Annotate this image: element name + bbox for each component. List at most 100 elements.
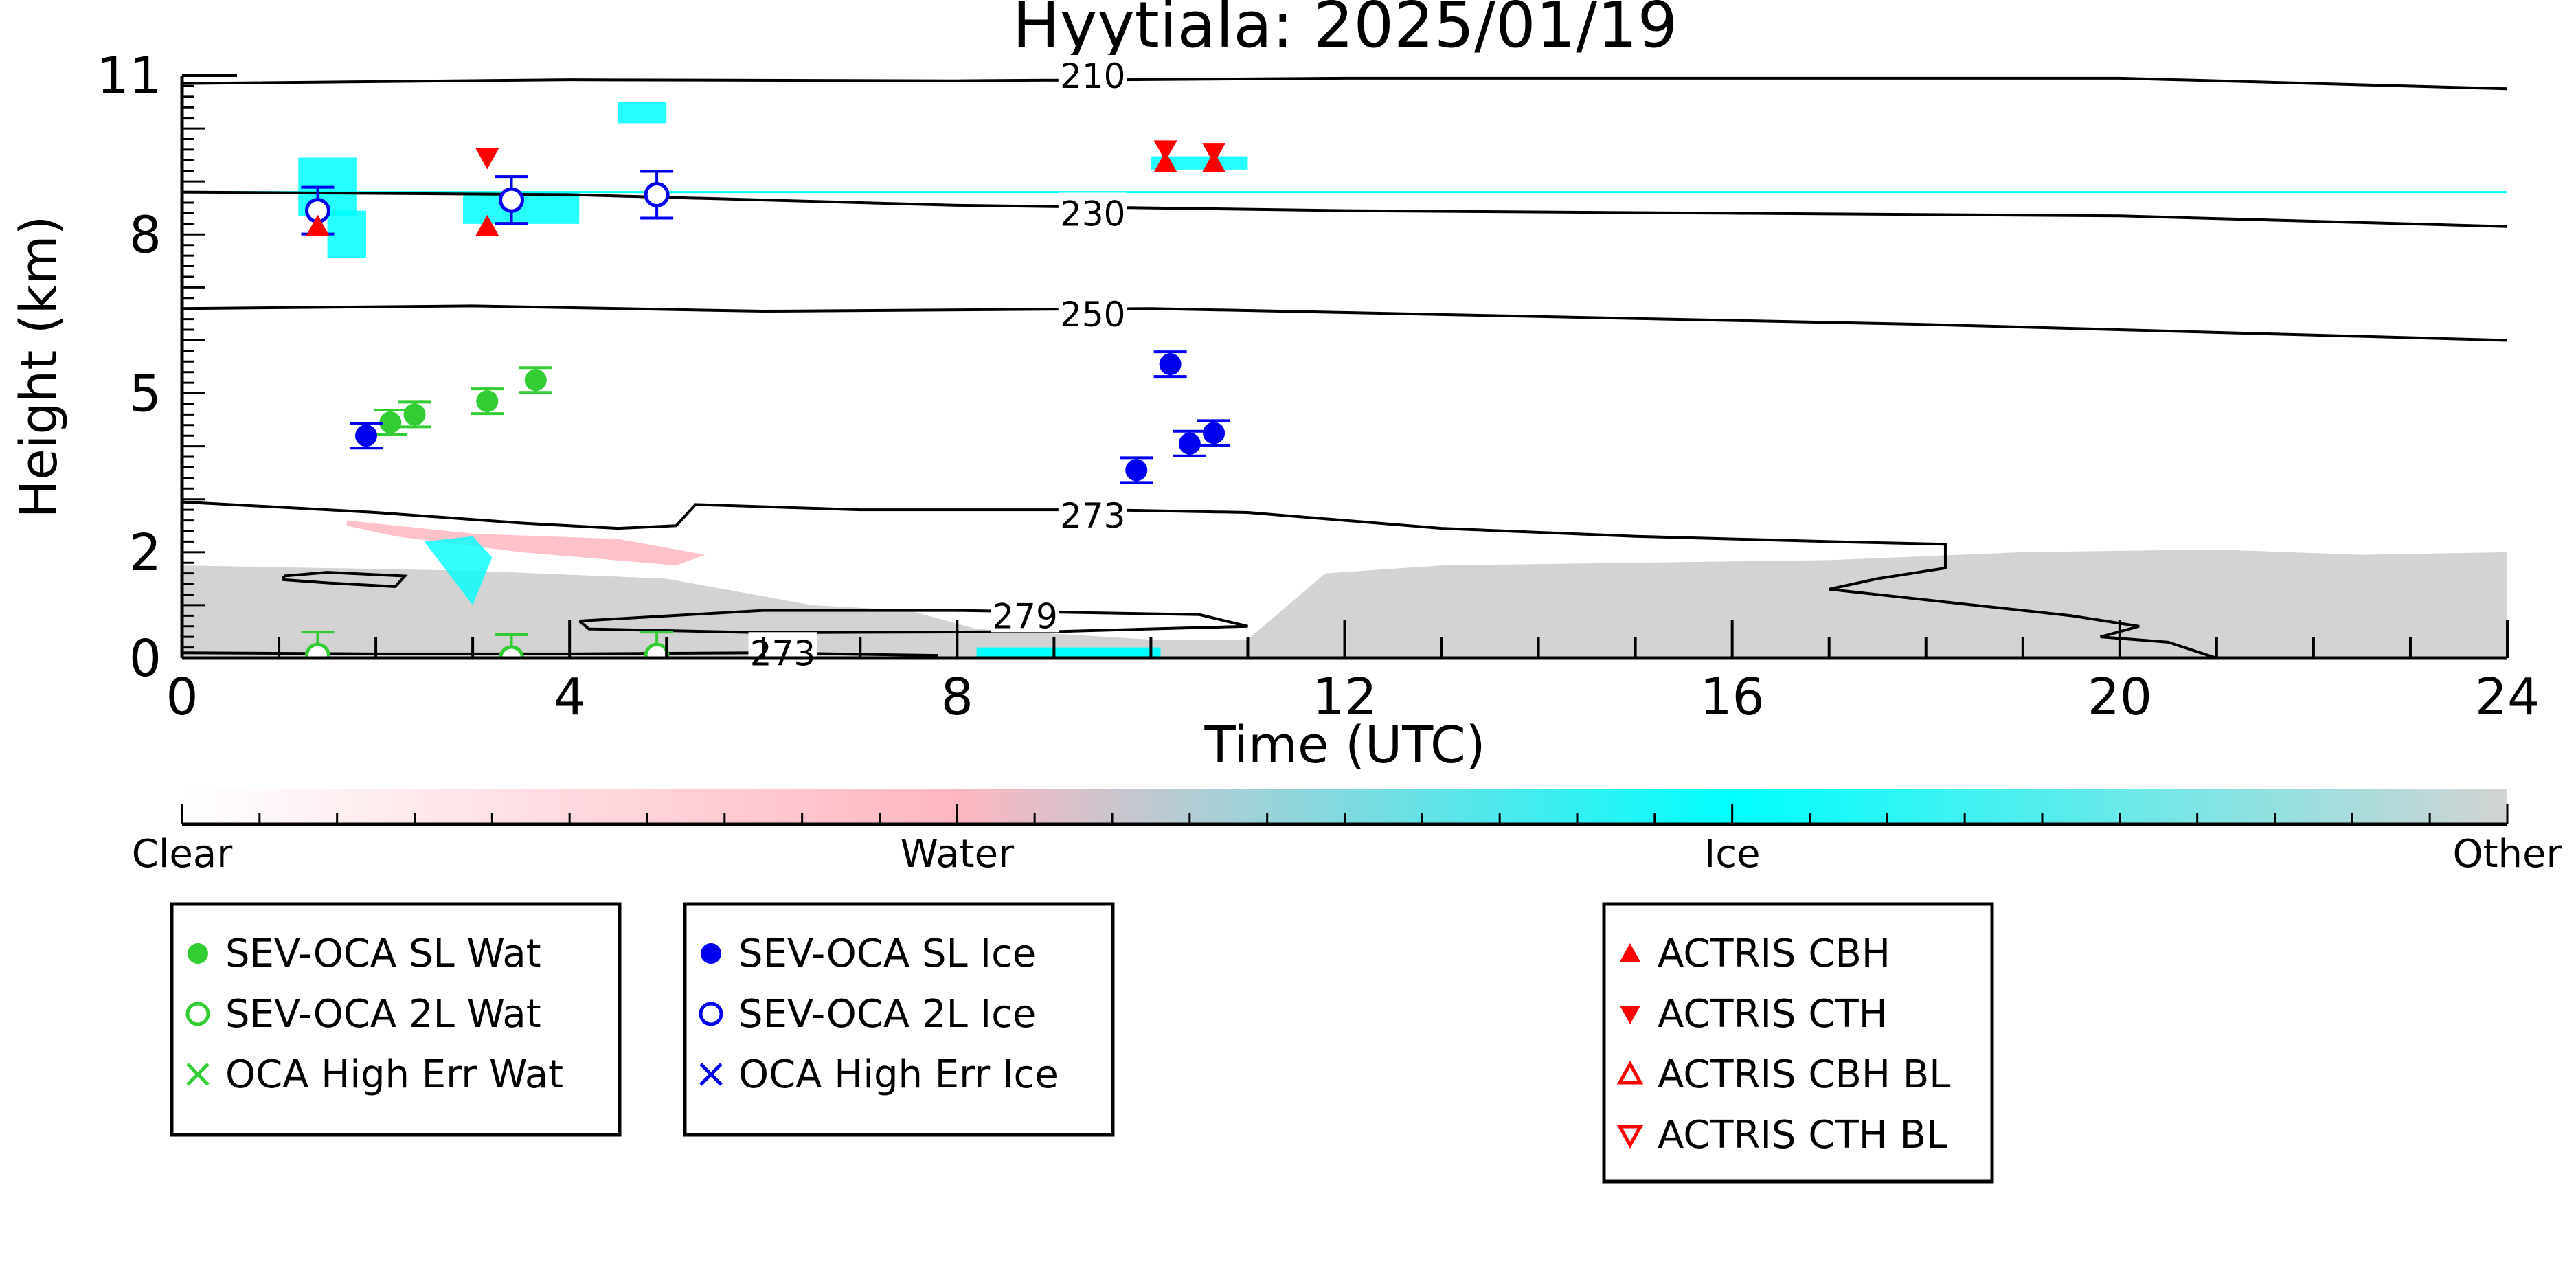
data-point [1153,140,1177,161]
contour-label: 250 [1060,295,1125,335]
legend-label: ACTRIS CTH BL [1658,1113,1947,1157]
legend-frame [170,902,622,1137]
axes: 0 4 8 12 16 20 24 0 2 5 8 11 [97,47,2540,727]
legend-label: OCA High Err Wat [225,1052,563,1097]
x-tick-label: 0 [166,668,198,727]
colorbar-ticks: Clear Water Ice Other [132,804,2562,877]
data-point [1153,151,1177,172]
y-tick-label: 0 [129,629,161,688]
contour-labels: 210 230 250 273 279 273 [748,55,1127,673]
error-bar [495,633,528,658]
data-point [1125,459,1148,482]
colorbar-label: Water [901,832,1015,877]
data-point [1178,432,1201,455]
legend-marker [188,943,208,964]
other-class-region [182,549,2507,658]
contour-label: 230 [1060,194,1125,234]
legend-frame [683,902,1115,1137]
series-actris-cth [475,140,1226,170]
x-tick-label: 12 [1312,668,1377,727]
contour-label-bg [991,595,1060,633]
colorbar-label: Ice [1704,832,1761,877]
contour-label-bg [1058,293,1127,330]
legend-frame [1602,902,1994,1184]
data-point [354,425,377,447]
legends: SEV-OCA SL Wat SEV-OCA 2L Wat OCA High Err… [170,902,1994,1184]
legend-label: ACTRIS CTH [1658,992,1888,1037]
x-tick-label: 4 [554,668,586,727]
ice-class-region [618,102,667,124]
legend-marker [1616,1125,1644,1149]
legend-marker [185,1002,210,1026]
data-point [1202,143,1226,164]
data-point [475,214,499,236]
x-axis-label: Time (UTC) [1204,716,1485,775]
legend-marker [1620,943,1640,962]
colorbar-label: Clear [132,832,233,877]
y-tick-label: 5 [129,365,161,424]
x-tick-label: 8 [941,668,973,727]
y-tick-label: 8 [129,205,161,264]
contour-label: 273 [1060,496,1125,536]
legend-box-3: ACTRIS CBH ACTRIS CTH ACTRIS CBH BL ACTRIS … [1602,902,1994,1184]
data-point [475,148,499,170]
data-point [644,642,670,658]
chart-title: Hyytiala: 2025/01/19 [1013,0,1678,62]
data-point [644,181,670,207]
legend-marker [701,943,721,964]
ice-class-region [1151,156,1248,170]
legend-label: SEV-OCA SL Ice [738,931,1036,976]
contour-label-bg [1058,494,1127,532]
data-point [1159,353,1182,376]
cloud-classification-background [182,102,2507,658]
temperature-contour-line [182,190,2507,228]
data-point [499,645,525,658]
data-point [499,187,525,213]
legend-marker [699,1002,723,1026]
ice-class-region [976,647,1161,658]
temperature-contour-line [578,609,1248,634]
contour-label: 210 [1060,56,1125,96]
x-tick-label: 24 [2475,668,2540,727]
series-sev-oca-sl-ice [349,350,1231,484]
x-tick-label: 20 [2088,668,2152,727]
legend-label: ACTRIS CBH [1658,931,1890,976]
contour-label-bg [748,632,817,670]
legend-label: ACTRIS CBH BL [1658,1052,1950,1097]
temperature-contour-line [182,304,2507,342]
series-sev-oca-sl-wat [374,366,552,436]
data-point [524,369,547,392]
temperature-contour-line [182,500,2217,658]
data-series [301,140,1231,658]
y-tick-label: 2 [129,523,161,583]
water-class-region [346,520,705,566]
contour-label-bg [1058,192,1127,230]
legend-marker [186,1063,210,1086]
plot-area [182,76,2507,658]
legend-marker [1620,1006,1640,1024]
y-tick-label: 11 [97,47,161,106]
legend-label: OCA High Err Ice [738,1052,1059,1097]
colorbar: Clear Water Ice Other [132,789,2562,877]
legend-marker [1616,1060,1644,1085]
ice-class-region [424,536,493,605]
contour-label: 279 [992,596,1057,636]
data-point [304,642,330,658]
legend-marker [699,1063,723,1086]
series-sev-oca-2l-wat [301,631,674,658]
data-point [403,403,426,426]
y-axis-label: Height (km) [10,216,69,519]
temperature-contour-line [282,571,408,588]
legend-label: SEV-OCA SL Wat [225,931,541,976]
legend-box-2: SEV-OCA SL Ice SEV-OCA 2L Ice OCA High Err… [683,902,1115,1137]
data-point [1203,422,1225,444]
temperature-contour-line [182,76,2507,91]
legend-label: SEV-OCA 2L Wat [225,992,541,1037]
contour-label-bg [1058,55,1127,92]
legend-label: SEV-OCA 2L Ice [738,992,1036,1037]
colorbar-label: Other [2452,832,2562,877]
data-point [476,390,499,413]
data-point [379,411,402,433]
data-point [306,214,330,236]
